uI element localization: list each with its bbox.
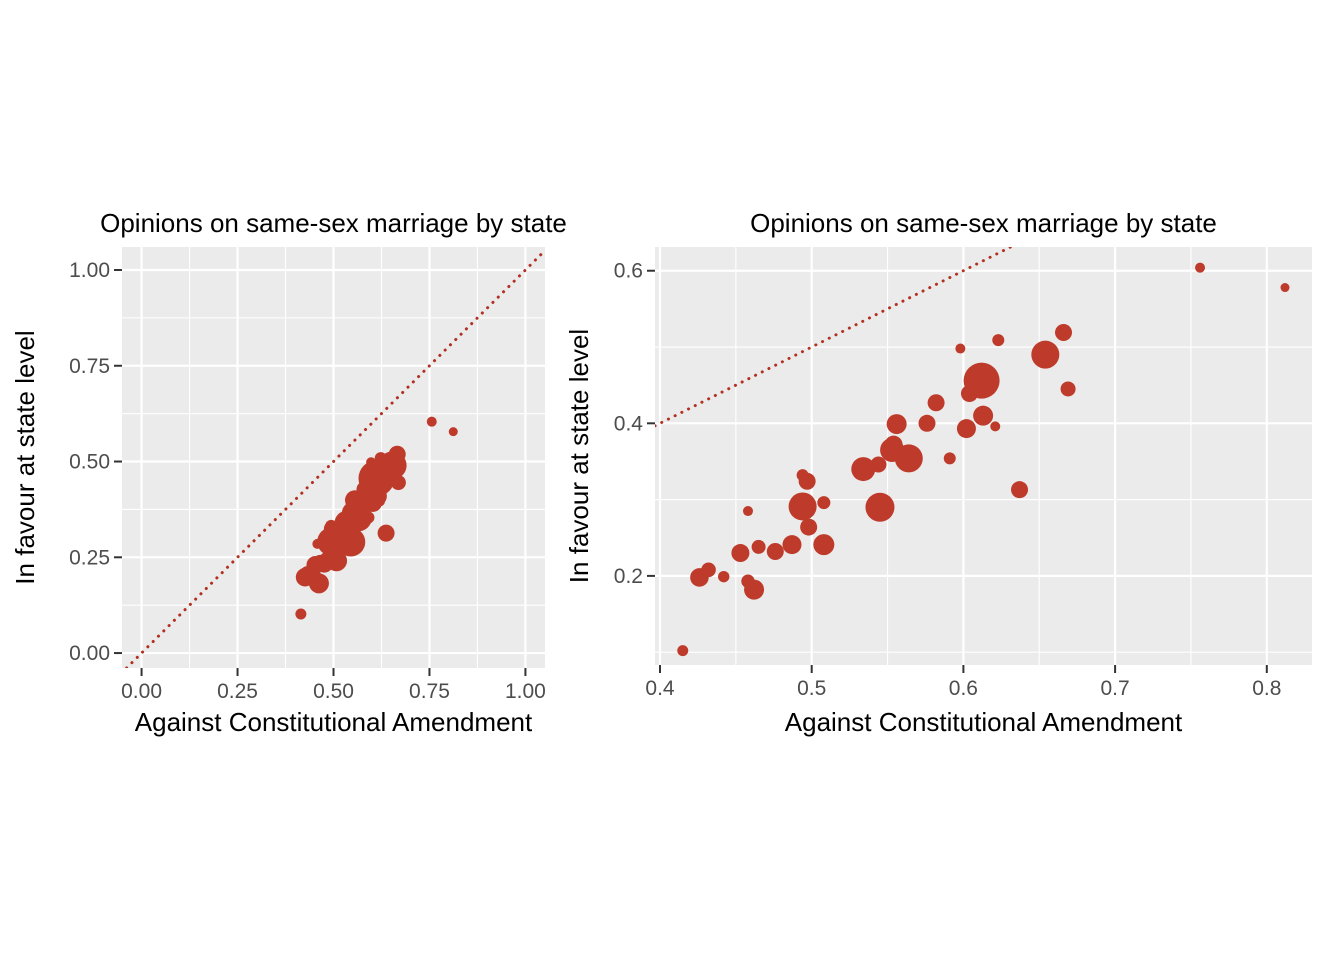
data-point — [336, 527, 366, 557]
y-tick-label: 0.6 — [614, 260, 643, 283]
data-point — [390, 475, 406, 491]
data-point — [817, 496, 831, 510]
data-point — [677, 645, 689, 657]
data-point — [956, 419, 976, 439]
data-point — [1195, 262, 1206, 273]
x-tick-label: 1.00 — [505, 680, 546, 703]
axis-ticks — [647, 269, 1268, 673]
x-axis-label: Against Constitutional Amendment — [785, 707, 1183, 737]
data-point — [782, 535, 802, 555]
data-point — [295, 608, 307, 620]
data-point — [800, 518, 818, 536]
x-tick-label: 0.50 — [313, 680, 354, 703]
data-point — [1031, 340, 1060, 369]
data-point — [426, 416, 437, 427]
data-point — [960, 385, 978, 403]
data-point — [927, 394, 945, 412]
y-axis-label: In favour at state level — [564, 329, 594, 583]
y-tick-label: 0.00 — [69, 642, 110, 665]
data-point — [943, 452, 956, 465]
x-tick-label: 0.6 — [949, 677, 978, 700]
data-point — [813, 534, 835, 556]
y-tick-label: 0.75 — [69, 355, 110, 378]
chart-zoomed: 0.4 0.5 0.6 0.7 0.8 0.2 0.4 0.6 Opinions on same… — [564, 208, 1312, 737]
identity-refline — [655, 247, 1013, 428]
y-tick-label: 0.50 — [69, 451, 110, 474]
chart-full-range: 0.00 0.25 0.50 0.75 1.00 0.00 0.25 0.50 0.75 1.00… — [10, 208, 567, 737]
data-point — [796, 469, 809, 482]
x-tick-label: 0.75 — [409, 680, 450, 703]
x-tick-label: 0.25 — [217, 680, 258, 703]
data-point — [973, 405, 994, 426]
data-point — [751, 539, 766, 554]
data-point — [884, 435, 903, 454]
data-point — [918, 414, 936, 432]
data-point — [865, 492, 895, 522]
data-point — [701, 562, 716, 578]
data-point — [388, 445, 406, 463]
data-point — [955, 343, 966, 354]
x-tick-label: 0.8 — [1252, 677, 1281, 700]
data-point — [330, 533, 344, 547]
data-points — [295, 416, 458, 620]
data-point — [886, 414, 907, 435]
data-point — [1055, 324, 1073, 342]
data-points — [677, 262, 1290, 657]
data-point — [377, 524, 395, 542]
chart-title: Opinions on same-sex marriage by state — [100, 208, 567, 238]
panel-background — [655, 247, 1312, 665]
data-point — [990, 421, 1001, 432]
data-point — [741, 574, 755, 588]
data-point — [366, 457, 377, 468]
axis-ticks — [114, 268, 527, 676]
data-point — [851, 457, 876, 482]
data-point — [742, 506, 753, 517]
y-tick-label: 0.4 — [614, 412, 644, 435]
data-point — [448, 427, 458, 437]
data-point — [313, 554, 328, 569]
data-point — [362, 511, 375, 524]
data-point — [324, 543, 342, 561]
data-point — [374, 496, 385, 507]
x-tick-label: 0.4 — [645, 677, 675, 700]
y-axis-label: In favour at state level — [10, 330, 40, 584]
data-point — [364, 476, 382, 494]
x-tick-label: 0.5 — [797, 677, 826, 700]
y-tick-label: 0.25 — [69, 546, 110, 569]
x-tick-label: 0.7 — [1100, 677, 1129, 700]
x-tick-label: 0.00 — [121, 680, 162, 703]
y-tick-label: 0.2 — [614, 565, 643, 588]
data-point — [312, 538, 323, 549]
data-point — [305, 571, 317, 583]
data-point — [788, 492, 817, 521]
data-point — [992, 334, 1005, 347]
data-point — [1060, 381, 1076, 397]
y-tick-label: 1.00 — [69, 259, 110, 282]
data-point — [1011, 481, 1029, 499]
x-axis-label: Against Constitutional Amendment — [135, 707, 533, 737]
data-point — [766, 542, 784, 560]
identity-refline — [125, 248, 545, 668]
minor-gridlines — [655, 247, 1312, 665]
data-point — [1280, 283, 1290, 293]
chart-title: Opinions on same-sex marriage by state — [750, 208, 1217, 238]
data-point — [342, 512, 359, 529]
data-point — [325, 519, 338, 532]
data-point — [718, 570, 730, 583]
data-point — [731, 544, 750, 563]
data-point — [374, 452, 387, 465]
data-point — [870, 456, 887, 473]
